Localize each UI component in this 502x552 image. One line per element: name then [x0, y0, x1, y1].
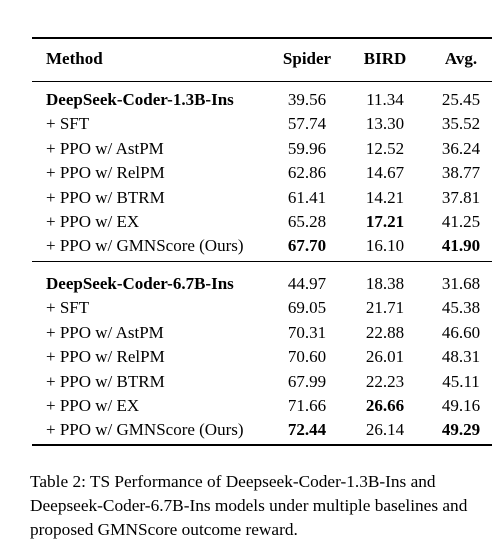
table-row: + PPO w/ EX 65.28 17.21 41.25: [32, 210, 492, 234]
cell-method: + PPO w/ GMNScore (Ours): [46, 236, 244, 256]
group-separator-rule: [32, 261, 492, 262]
cell-bird: 21.71: [365, 298, 405, 318]
bottom-rule: [32, 444, 492, 446]
cell-avg: 41.25: [441, 212, 481, 231]
cell-avg: 31.68: [441, 274, 481, 293]
table-row: + PPO w/ GMNScore (Ours) 67.70 16.10 41.90: [32, 234, 492, 258]
table-row: + PPO w/ BTRM 61.41 14.21 37.81: [32, 186, 492, 210]
cell-bird: 12.52: [365, 138, 405, 158]
cell-spider: 39.56: [287, 90, 327, 109]
cell-avg: 41.90: [441, 236, 481, 256]
table-row: + PPO w/ GMNScore (Ours) 72.44 26.14 49.29: [32, 418, 492, 442]
cell-bird: 16.10: [365, 236, 405, 256]
cell-spider: 67.70: [287, 236, 327, 256]
cell-method: + PPO w/ EX: [46, 396, 140, 415]
cell-method: + PPO w/ BTRM: [46, 371, 165, 391]
top-rule: [32, 37, 492, 39]
cell-method: + SFT: [46, 298, 90, 318]
cell-bird: 26.66: [365, 396, 405, 415]
cell-avg: 38.77: [441, 163, 481, 183]
cell-spider: 62.86: [287, 163, 327, 183]
cell-bird: 14.67: [365, 163, 405, 183]
cell-bird: 11.34: [366, 90, 404, 109]
cell-spider: 44.97: [287, 274, 327, 293]
table-row: + SFT 57.74 13.30 35.52: [32, 112, 492, 136]
cell-method: + PPO w/ GMNScore (Ours): [46, 420, 244, 440]
header-rule: [32, 81, 492, 82]
cell-spider: 70.60: [287, 347, 327, 367]
cell-bird: 13.30: [365, 114, 405, 134]
cell-avg: 48.31: [441, 347, 481, 367]
cell-spider: 72.44: [287, 420, 327, 440]
cell-method: + PPO w/ RelPM: [46, 163, 165, 183]
cell-spider: 61.41: [287, 187, 327, 207]
header-bird: BIRD: [363, 49, 407, 68]
table-row: DeepSeek-Coder-6.7B-Ins 44.97 18.38 31.68: [32, 272, 492, 296]
table-row: + PPO w/ EX 71.66 26.66 49.16: [32, 394, 492, 418]
cell-avg: 46.60: [441, 322, 481, 342]
cell-bird: 22.23: [365, 371, 405, 391]
table-row: + PPO w/ AstPM 59.96 12.52 36.24: [32, 137, 492, 161]
cell-method: DeepSeek-Coder-1.3B-Ins: [46, 90, 234, 109]
cell-avg: 25.45: [441, 90, 481, 109]
cell-method: + SFT: [46, 114, 90, 134]
cell-spider: 67.99: [287, 371, 327, 391]
table-header-row: Method Spider BIRD Avg.: [32, 47, 492, 71]
cell-spider: 70.31: [287, 322, 327, 342]
table-row: + PPO w/ AstPM 70.31 22.88 46.60: [32, 321, 492, 345]
cell-spider: 69.05: [287, 298, 327, 318]
cell-avg: 35.52: [441, 114, 481, 134]
cell-bird: 26.01: [365, 347, 405, 367]
cell-avg: 45.11: [442, 371, 480, 391]
table-row: + PPO w/ RelPM 62.86 14.67 38.77: [32, 161, 492, 185]
cell-spider: 71.66: [287, 396, 327, 415]
cell-avg: 49.29: [441, 420, 481, 440]
table-row: DeepSeek-Coder-1.3B-Ins 39.56 11.34 25.45: [32, 88, 492, 112]
header-spider: Spider: [282, 49, 332, 68]
table-row: + PPO w/ RelPM 70.60 26.01 48.31: [32, 345, 492, 369]
cell-method: DeepSeek-Coder-6.7B-Ins: [46, 274, 234, 293]
cell-bird: 22.88: [365, 322, 405, 342]
cell-method: + PPO w/ BTRM: [46, 187, 165, 207]
cell-spider: 57.74: [287, 114, 327, 134]
table-row: + SFT 69.05 21.71 45.38: [32, 296, 492, 320]
cell-bird: 17.21: [365, 212, 405, 231]
cell-avg: 37.81: [441, 187, 481, 207]
cell-spider: 65.28: [287, 212, 327, 231]
cell-method: + PPO w/ AstPM: [46, 322, 164, 342]
cell-avg: 45.38: [441, 298, 481, 318]
table-caption: Table 2: TS Performance of Deepseek-Code…: [30, 472, 468, 539]
cell-method: + PPO w/ RelPM: [46, 347, 165, 367]
cell-avg: 49.16: [441, 396, 481, 415]
cell-spider: 59.96: [287, 138, 327, 158]
cell-bird: 18.38: [365, 274, 405, 293]
cell-method: + PPO w/ EX: [46, 212, 140, 231]
table-row: + PPO w/ BTRM 67.99 22.23 45.11: [32, 370, 492, 394]
header-method: Method: [46, 49, 103, 68]
cell-bird: 26.14: [365, 420, 405, 440]
header-avg: Avg.: [444, 49, 478, 68]
cell-avg: 36.24: [441, 138, 481, 158]
cell-method: + PPO w/ AstPM: [46, 138, 164, 158]
cell-bird: 14.21: [365, 187, 405, 207]
